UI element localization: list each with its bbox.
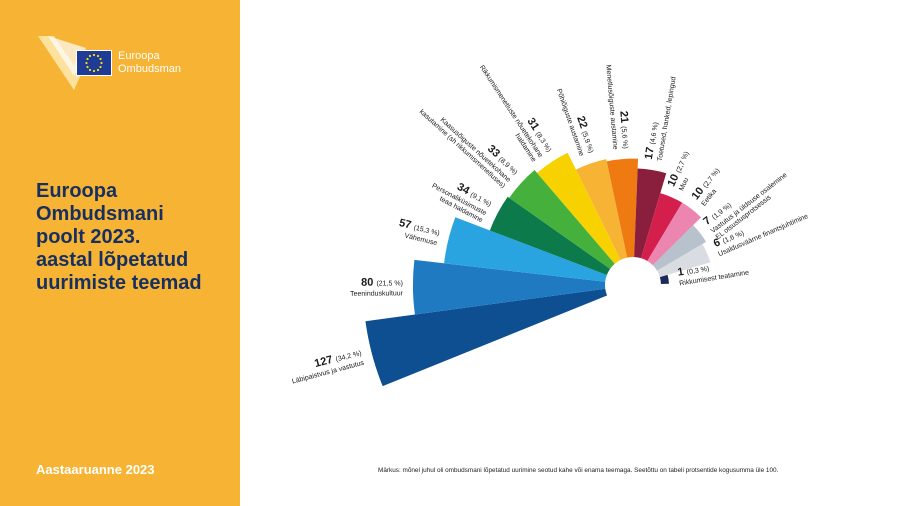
chart-slice xyxy=(489,196,611,276)
chart-slice xyxy=(606,158,639,258)
slice-category-label: Teeninduskultuur xyxy=(350,290,404,298)
chart-slice xyxy=(657,244,711,278)
chart-center-hole xyxy=(607,259,659,311)
slice-label: 80 (21,5 %) Teeninduskultuur xyxy=(350,276,404,298)
slice-label: 10 (2,7 %)Eetika xyxy=(690,167,722,207)
chart-slice xyxy=(509,170,615,269)
slice-category-label: Toetused, hanked, lepingud xyxy=(657,76,678,162)
chart-slice xyxy=(647,202,701,266)
brand-line-1: Euroopa xyxy=(118,50,160,62)
title-line: poolt 2023. xyxy=(36,226,141,248)
chart-slice xyxy=(444,217,607,282)
report-footer: Aastaaruanne 2023 xyxy=(36,462,155,477)
title-line: Ombudsmani xyxy=(36,203,164,225)
chart-slice xyxy=(634,168,667,259)
chart-slice xyxy=(652,225,707,271)
slice-value-label: 80 (21,5 %) xyxy=(361,276,403,288)
chart-slice xyxy=(365,288,608,387)
title-line: aastal lõpetatud xyxy=(36,249,189,271)
slice-label: 22 (5,9 %)Põhiõiguste austamine xyxy=(555,88,594,157)
slice-label: 127 (34,2 %)Läbipaistvus ja vastutus xyxy=(291,350,365,385)
brand-line-2: Ombudsman xyxy=(118,63,181,75)
slice-value-label: 21 (5,6 %) xyxy=(617,110,632,149)
slice-category-label: Menetlusõiguste austamine xyxy=(604,64,618,150)
page-title: Euroopa Ombudsmani poolt 2023. aastal lõ… xyxy=(36,180,226,295)
chart-slice xyxy=(575,159,628,260)
slice-label: 21 (5,6 %)Menetlusõiguste austamine xyxy=(604,64,632,150)
slice-value-label: 17 (4,6 %) xyxy=(643,121,661,160)
slice-label: 31 (8,3 %)Rikkumismenetluste nõuetekohan… xyxy=(478,64,552,163)
title-line: uurimiste teemad xyxy=(36,272,202,294)
slice-category-label: Muu xyxy=(678,177,690,192)
slice-category-label: Rikkumismenetluste nõuetekohane xyxy=(478,64,544,159)
chart-slice xyxy=(537,152,621,264)
slice-label: 57 (15,3 %)Vähemuse xyxy=(398,217,440,247)
chart-slice xyxy=(640,193,683,261)
chart-slice xyxy=(412,259,606,315)
footnote: Märkus: mõnel juhul oli ombudsmani lõpet… xyxy=(378,467,779,474)
polar-area-chart: 127 (34,2 %)Läbipaistvus ja vastutus 80 (… xyxy=(291,64,809,387)
slice-value-label: 1 (0,3 %) xyxy=(677,262,710,279)
chart-slice xyxy=(659,274,669,285)
slice-label: 17 (4,6 %)Toetused, hanked, lepingud xyxy=(643,76,678,162)
eu-flag-icon xyxy=(76,50,112,76)
title-line: Euroopa xyxy=(36,180,118,202)
brand-name: Euroopa Ombudsman xyxy=(118,50,181,76)
sidebar: Euroopa Ombudsman Euroopa Ombudsmani poo… xyxy=(0,0,240,506)
slice-label: 10 (2,7 %)Muu xyxy=(666,151,691,192)
